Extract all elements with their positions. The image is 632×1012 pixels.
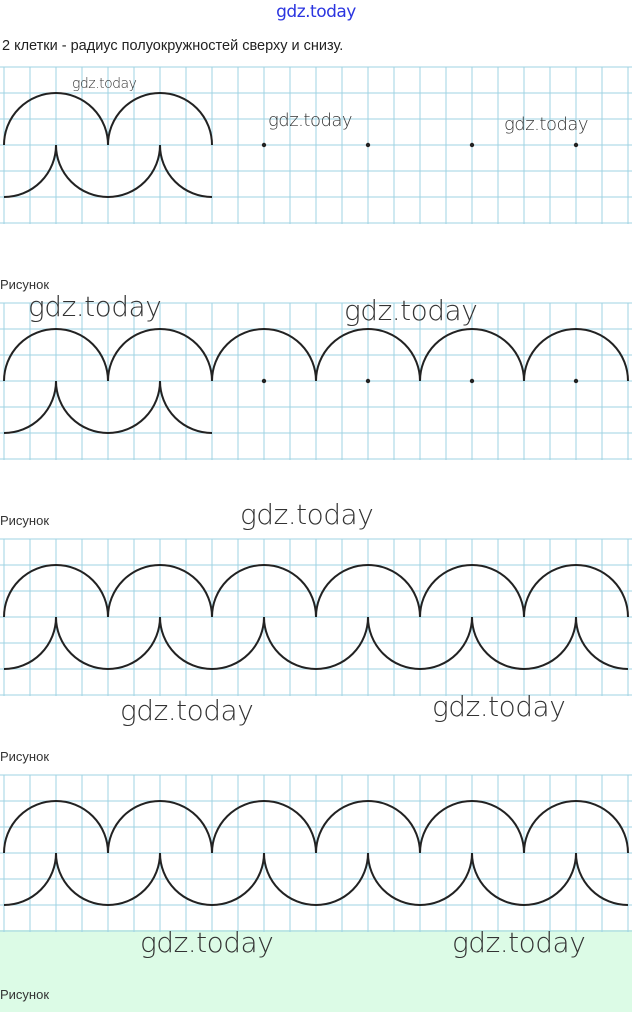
upper-semicircle [3, 800, 109, 854]
upper-semicircle [419, 564, 525, 618]
footer-band [0, 930, 632, 1012]
upper-semicircle [419, 328, 525, 382]
center-dot [573, 378, 579, 384]
watermark: gdz.today [140, 926, 274, 959]
center-dot [469, 378, 475, 384]
watermark: gdz.today [268, 110, 353, 131]
upper-semicircle [107, 564, 213, 618]
watermark: gdz.today [432, 690, 566, 723]
center-dot [365, 378, 371, 384]
watermark: gdz.today [240, 498, 374, 531]
lower-curve [3, 616, 629, 670]
center-dot [469, 142, 475, 148]
upper-semicircle [315, 800, 421, 854]
center-dot [261, 142, 267, 148]
upper-semicircle [315, 328, 421, 382]
lower-curve [3, 852, 629, 906]
task-text: 2 клетки - радиус полуокружностей сверху… [2, 38, 344, 54]
watermark: gdz.today [452, 926, 586, 959]
upper-semicircle [419, 800, 525, 854]
figure-caption: Рисунок [0, 513, 50, 528]
upper-semicircle [523, 328, 629, 382]
figure-grid-4 [0, 774, 632, 932]
upper-semicircle [523, 564, 629, 618]
upper-semicircle [107, 92, 213, 146]
site-header-link[interactable]: gdz.today [276, 2, 356, 22]
figure-grid-2 [0, 302, 632, 460]
upper-semicircle [107, 800, 213, 854]
center-dot [365, 142, 371, 148]
watermark: gdz.today [344, 294, 478, 327]
watermark: gdz.today [120, 694, 254, 727]
upper-semicircle [523, 800, 629, 854]
center-dot [573, 142, 579, 148]
watermark: gdz.today [72, 76, 137, 92]
upper-semicircle [3, 92, 109, 146]
figure-caption: Рисунок [0, 749, 50, 764]
upper-semicircle [211, 564, 317, 618]
figure-caption: Рисунок [0, 987, 50, 1002]
figure-grid-3 [0, 538, 632, 696]
figure-grid-1 [0, 66, 632, 224]
upper-semicircle [211, 800, 317, 854]
figure-caption: Рисунок [0, 277, 50, 292]
center-dot [261, 378, 267, 384]
upper-semicircle [3, 564, 109, 618]
lower-curve [3, 380, 213, 434]
upper-semicircle [107, 328, 213, 382]
upper-semicircle [211, 328, 317, 382]
upper-semicircle [3, 328, 109, 382]
upper-semicircle [315, 564, 421, 618]
watermark: gdz.today [28, 290, 162, 323]
lower-curve [3, 144, 213, 198]
watermark: gdz.today [504, 114, 589, 135]
